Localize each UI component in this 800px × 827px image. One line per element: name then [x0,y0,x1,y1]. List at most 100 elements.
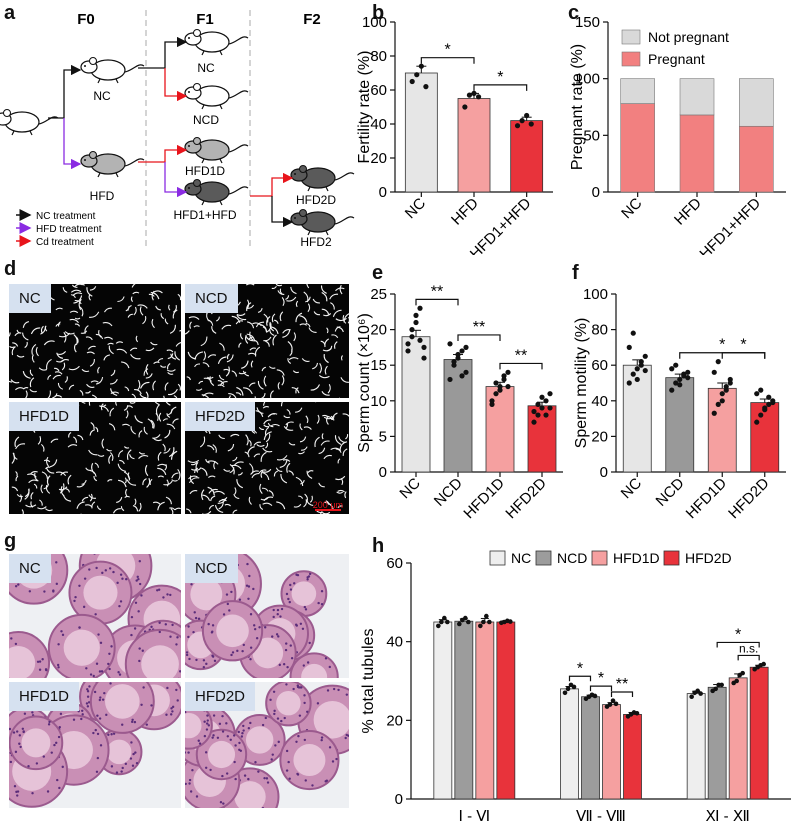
sperm-cell [56,359,65,363]
cell-nucleus [115,771,119,774]
cell-nucleus [185,782,187,786]
x-tick-label: NC [402,195,429,222]
sperm-cell [280,402,283,407]
cell-nucleus [99,696,102,699]
x-tick-label: HFD [448,195,482,229]
cell-nucleus [47,723,51,726]
sperm-cell [189,490,198,495]
cell-nucleus [296,772,299,776]
cell-nucleus [42,755,45,758]
stacked-bar-segment [620,103,655,193]
cell-nucleus [19,745,22,749]
sperm-cell [50,438,59,444]
data-point [445,619,450,625]
significance-bracket [420,57,475,64]
sperm-cell [250,470,259,475]
sperm-cell [81,402,86,404]
bar [707,686,727,800]
sperm-cell [166,349,174,353]
sperm-cell [77,434,84,441]
sperm-cell [301,358,310,362]
sperm-cell [64,376,68,383]
cell-nucleus [98,717,102,720]
bar [475,621,495,800]
cell-nucleus [269,698,272,702]
sperm-cell [162,418,168,422]
cell-nucleus [225,772,229,775]
cell-nucleus [273,712,276,716]
cell-nucleus [164,623,167,626]
sperm-cell [195,467,202,471]
data-point [758,387,764,393]
data-point [524,112,530,119]
legend-cd-label: Cd treatment [36,237,94,248]
sperm-cell [277,381,280,390]
sperm-cell [200,467,208,476]
cell-nucleus [35,762,39,765]
sperm-cell [281,375,285,386]
data-point [531,419,537,425]
cell-nucleus [188,778,192,782]
cell-nucleus [14,585,18,588]
sperm-cell [267,422,274,428]
cell-nucleus [53,743,56,747]
cell-nucleus [320,738,323,742]
sperm-cell [94,462,99,468]
sperm-cell [135,335,139,343]
sperm-cell [236,479,244,489]
sperm-cell [138,430,143,438]
sperm-cell [209,376,215,386]
cell-nucleus [134,601,138,604]
cell-nucleus [276,717,280,720]
tubule-lumen [207,740,236,769]
cell-nucleus [264,626,267,629]
sperm-cell [276,501,286,510]
tubule-lumen [276,690,301,716]
data-point [497,387,503,393]
sperm-cell [230,433,240,437]
data-point [766,401,772,407]
cell-nucleus [140,594,143,597]
sperm-cell [95,426,99,433]
sperm-cell [150,419,155,429]
sperm-cell [87,345,96,350]
sperm-cell [134,415,143,424]
stacked-bar-segment [620,78,655,104]
data-point [463,344,469,350]
cell-nucleus [13,784,17,788]
data-point [677,376,683,383]
sperm-cell [299,436,307,443]
sperm-cell [271,313,276,323]
tubule-lumen [313,700,349,739]
sperm-cell [250,360,254,368]
cell-nucleus [209,768,212,772]
mouse-f1-hfd1hfd-icon [184,178,249,206]
tubule-lumen [245,726,274,754]
sperm-cell [55,471,67,476]
sperm-cell [57,321,61,327]
cell-nucleus [187,751,190,754]
sperm-cell [279,288,283,295]
sperm-cell [160,313,165,320]
sperm-cell [263,424,270,428]
histology-label: NCD [185,554,238,583]
cell-nucleus [194,616,198,620]
cell-nucleus [297,686,301,689]
sperm-cell [46,468,55,474]
sperm-cell [263,431,272,441]
cell-nucleus [125,578,128,581]
sperm-cell [206,376,214,379]
sperm-cell [261,366,266,372]
sperm-cell [134,389,142,395]
sperm-cell [155,305,161,311]
cell-nucleus [171,623,174,627]
sperm-cell [217,498,227,504]
sperm-cell [9,380,13,383]
cell-nucleus [14,642,18,646]
sperm-cell [162,443,166,452]
cell-nucleus [298,714,302,717]
sperm-cell [282,329,291,334]
sperm-cell [127,472,131,480]
sperm-cell [47,390,51,398]
sperm-cell [298,495,304,499]
